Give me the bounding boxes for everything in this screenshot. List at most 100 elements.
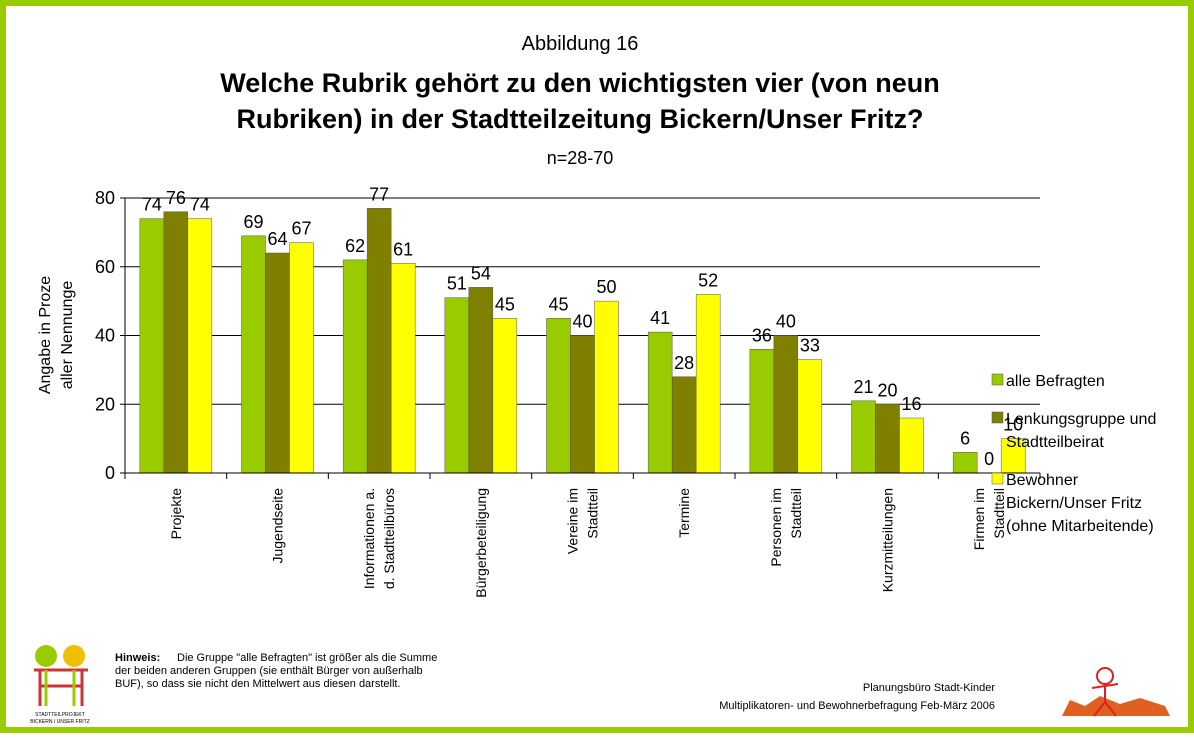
value-label: 36	[752, 325, 772, 345]
x-tick-label: Personen im Stadtteil	[768, 488, 804, 567]
value-label: 40	[776, 312, 796, 332]
value-label: 50	[596, 277, 616, 297]
footer: Planungsbüro Stadt-Kinder	[863, 682, 995, 694]
value-label: 0	[984, 449, 994, 469]
text-line: Kurzmitteilungen	[880, 488, 896, 592]
text-line: der beiden anderen Gruppen (sie enthält …	[115, 665, 423, 677]
bar	[671, 376, 697, 474]
bar	[265, 252, 290, 474]
legend-label: alle Befragten	[1006, 373, 1105, 390]
value-label: 69	[243, 212, 263, 232]
text-line: Bickern/Unser Fritz	[1006, 495, 1142, 512]
footer: Multiplikatoren- und Bewohnerbefragung F…	[719, 700, 995, 712]
bar	[546, 318, 571, 474]
x-tick-label: Jugendseite	[270, 488, 286, 564]
text-line: Informationen a.	[361, 488, 377, 589]
value-label: 74	[190, 195, 210, 215]
bar	[1000, 438, 1026, 474]
bar	[444, 297, 470, 474]
note-text: Die Gruppe "alle Befragten" ist größer a…	[115, 652, 437, 690]
y-tick-label: 60	[95, 257, 115, 277]
bar	[366, 208, 392, 474]
text-line: Stadtteil	[585, 488, 601, 539]
text-line: Stadtteilbeirat	[1006, 434, 1104, 451]
value-label: 76	[166, 188, 186, 208]
value-label: 54	[471, 263, 491, 283]
value-label: 21	[853, 377, 873, 397]
y-tick-label: 0	[105, 463, 115, 483]
bar	[139, 218, 165, 474]
bar	[952, 452, 978, 474]
note-label: Hinweis:	[115, 652, 160, 664]
value-label: 16	[901, 394, 921, 414]
y-axis-label: Angabe in Proze aller Nennunge	[37, 276, 76, 394]
text-line: Stadtteil	[991, 488, 1007, 539]
chart-title: Welche Rubrik gehört zu den wichtigsten …	[220, 68, 940, 134]
x-tick-label: Firmen im Stadtteil	[971, 488, 1007, 550]
value-label: 62	[345, 236, 365, 256]
value-label: 33	[800, 336, 820, 356]
bar	[390, 263, 416, 474]
bar	[773, 335, 799, 474]
legend-swatch	[991, 373, 1004, 386]
bar	[187, 218, 213, 474]
value-label: 28	[674, 353, 694, 373]
x-tick-label: Vereine im Stadtteil	[565, 488, 601, 554]
text-line: Termine	[676, 488, 692, 538]
text-line: Bürgerbeteiligung	[473, 488, 489, 598]
value-label: 51	[447, 274, 467, 294]
value-label: 67	[291, 219, 311, 239]
figure-label: Abbildung 16	[522, 33, 639, 55]
text-line: Die Gruppe "alle Befragten" ist größer a…	[177, 652, 437, 664]
x-tick-label: Bürgerbeteiligung	[473, 488, 489, 598]
value-label: 40	[572, 312, 592, 332]
text-line: Firmen im	[971, 488, 987, 550]
logo-right	[1062, 667, 1170, 717]
bar	[163, 211, 189, 474]
bar	[749, 349, 775, 474]
text-line: alle Befragten	[1006, 373, 1105, 390]
value-label: 45	[548, 294, 568, 314]
bar	[594, 300, 619, 474]
text-line: (ohne Mitarbeitende)	[1006, 518, 1154, 535]
value-label: 6	[960, 428, 970, 448]
text-line: d. Stadtteilbüros	[381, 488, 397, 589]
value-label: 20	[877, 380, 897, 400]
text-line: Personen im	[768, 488, 784, 567]
value-label: 52	[698, 270, 718, 290]
text-line: Stadtteil	[788, 488, 804, 539]
x-tick-label: Informationen a. d. Stadtteilbüros	[361, 488, 397, 589]
value-label: 61	[393, 239, 413, 259]
x-tick-label: Projekte	[168, 488, 184, 540]
bar	[899, 417, 924, 474]
y-tick-label: 20	[95, 394, 115, 414]
text-line: Angabe in Proze	[37, 276, 54, 394]
text-line: Vereine im	[565, 488, 581, 554]
bar	[492, 318, 518, 474]
text-line: BUF), so dass sie nicht den Mittelwert a…	[115, 678, 401, 690]
legend-label: Lenkungsgruppe und Stadtteilbeirat	[1006, 411, 1156, 451]
text-line: Welche Rubrik gehört zu den wichtigsten …	[220, 68, 940, 98]
text-line: Jugendseite	[270, 488, 286, 564]
bar	[468, 287, 494, 474]
bar	[875, 404, 900, 474]
logo-left: STADTTEILPROJEKT BICKERN / UNSER FRITZ	[30, 645, 90, 725]
note: Hinweis:	[115, 652, 160, 664]
text-line: Bewohner	[1006, 472, 1079, 489]
bar	[342, 259, 368, 474]
bar	[647, 331, 673, 474]
value-label: 77	[369, 184, 389, 204]
legend-label: Bewohner Bickern/Unser Fritz (ohne Mitarbe…	[1006, 472, 1154, 535]
x-tick-label: Kurzmitteilungen	[880, 488, 896, 592]
bar	[695, 294, 721, 474]
bar	[851, 400, 876, 474]
text-line: Projekte	[168, 488, 184, 540]
value-label: 74	[142, 195, 162, 215]
value-label: 41	[650, 308, 670, 328]
x-tick-label: Termine	[676, 488, 692, 538]
bar	[241, 235, 266, 474]
y-tick-label: 80	[95, 188, 115, 208]
text-line: Lenkungsgruppe und	[1006, 411, 1156, 428]
